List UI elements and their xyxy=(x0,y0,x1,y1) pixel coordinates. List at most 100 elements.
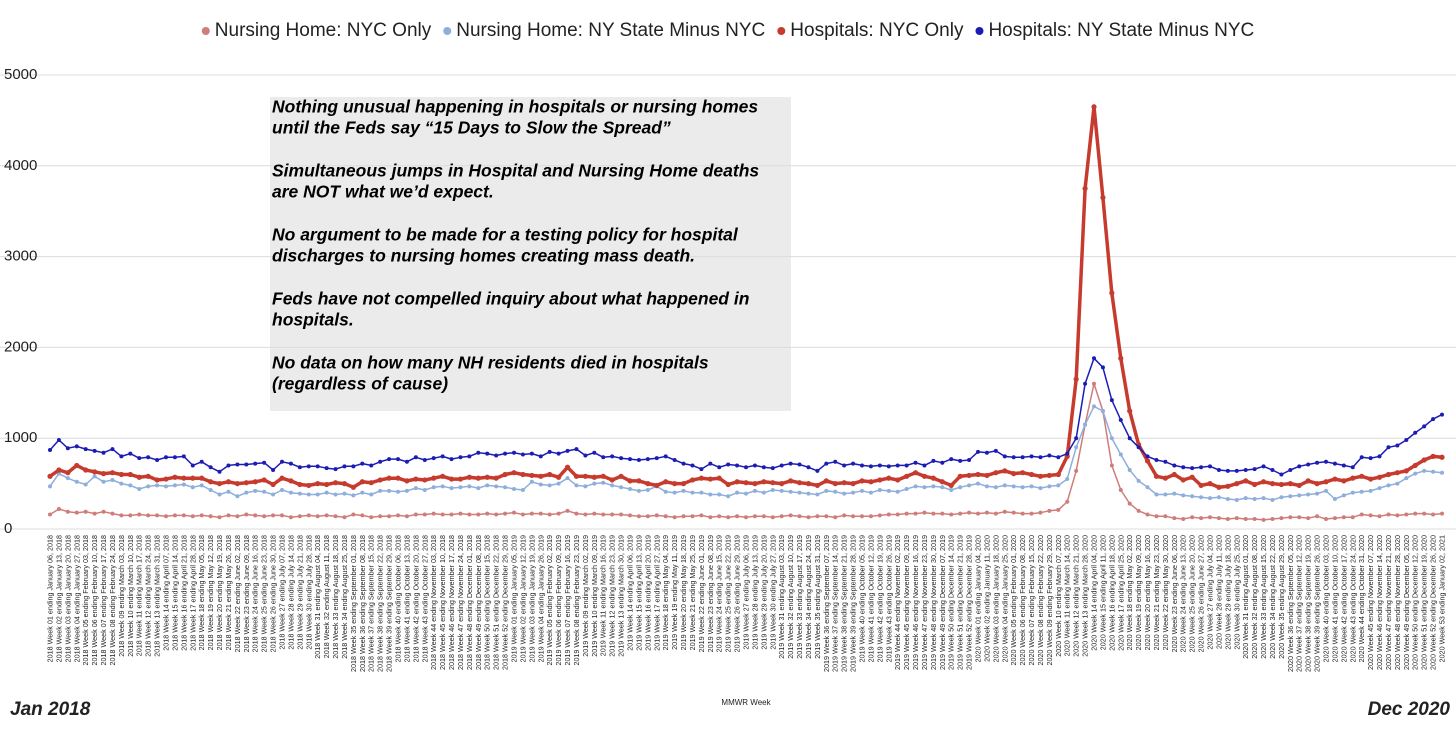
x-tick-label: 2018 Week 50 ending December 15, 2018 xyxy=(483,535,492,670)
data-point xyxy=(931,484,936,489)
data-point xyxy=(199,513,204,518)
data-point xyxy=(1332,516,1337,521)
data-point xyxy=(1109,398,1114,403)
data-point xyxy=(1315,460,1320,465)
data-point xyxy=(172,513,177,518)
data-point xyxy=(940,460,945,465)
data-point xyxy=(912,470,919,476)
data-point xyxy=(1315,491,1320,496)
data-point xyxy=(360,490,365,495)
data-point xyxy=(707,476,713,482)
annotation-box xyxy=(270,97,791,411)
data-point xyxy=(512,450,516,455)
data-point xyxy=(529,511,534,516)
x-tick-label: 2019 Week 49 ending December 07, 2019 xyxy=(938,535,947,670)
data-point xyxy=(476,486,481,491)
data-point xyxy=(109,470,116,476)
data-point xyxy=(1190,494,1195,499)
x-tick-label: 2019 Week 18 ending May 04, 2019 xyxy=(661,535,670,650)
data-point xyxy=(404,478,410,484)
data-point xyxy=(1163,492,1168,497)
data-point xyxy=(565,476,570,481)
data-point xyxy=(422,512,427,517)
data-point xyxy=(378,488,383,493)
data-point xyxy=(895,477,901,483)
data-point xyxy=(948,482,954,489)
data-point xyxy=(1198,482,1204,489)
data-point xyxy=(324,466,329,471)
x-tick-label: 2018 Week 34 ending August 25, 2018 xyxy=(340,535,349,659)
data-point xyxy=(494,484,499,489)
data-point xyxy=(368,480,374,486)
x-tick-label: 2019 Week 30 ending July 27, 2019 xyxy=(768,535,777,650)
data-point xyxy=(1153,473,1160,479)
data-point xyxy=(904,473,910,479)
data-point xyxy=(324,490,329,495)
data-point xyxy=(1109,290,1115,296)
x-tick-label: 2019 Week 32 ending August 10, 2019 xyxy=(786,535,795,659)
data-point xyxy=(467,454,472,459)
data-point xyxy=(1243,467,1248,472)
x-tick-label: 2020 Week 05 ending February 01, 2020 xyxy=(1009,535,1018,666)
x-tick-label: 2018 Week 25 ending June 23, 2018 xyxy=(260,535,269,652)
data-point xyxy=(1377,454,1382,459)
data-point xyxy=(369,463,374,468)
data-point xyxy=(922,510,927,515)
data-point xyxy=(1100,194,1106,201)
data-point xyxy=(1225,497,1230,502)
data-point xyxy=(1074,436,1079,441)
data-point xyxy=(244,512,249,517)
legend-marker xyxy=(777,27,786,35)
data-point xyxy=(922,485,927,490)
data-point xyxy=(698,475,704,481)
data-point xyxy=(83,467,89,473)
data-point xyxy=(1109,463,1114,468)
x-tick-label: 2018 Week 35 ending September 01, 2018 xyxy=(349,535,358,672)
data-point xyxy=(208,479,214,485)
data-point xyxy=(592,450,597,455)
data-point xyxy=(520,487,525,492)
data-point xyxy=(234,481,240,487)
data-point xyxy=(1162,475,1168,481)
data-point xyxy=(431,475,437,481)
data-point xyxy=(744,465,748,470)
data-point xyxy=(261,477,267,483)
x-tick-label: 2020 Week 24 ending June 13, 2020 xyxy=(1179,535,1188,652)
data-point xyxy=(610,483,615,488)
x-tick-label: 2018 Week 45 ending November 10, 2018 xyxy=(438,535,447,670)
data-point xyxy=(886,464,891,469)
data-point xyxy=(788,489,793,494)
x-tick-label: 2018 Week 24 ending June 16, 2018 xyxy=(251,535,260,652)
data-point xyxy=(1368,476,1374,482)
x-tick-label: 2020 Week 01 ending January 04, 2020 xyxy=(974,535,983,662)
data-point xyxy=(681,514,686,519)
data-point xyxy=(1046,472,1052,479)
x-tick-label: 2020 Week 36 ending September 05, 2020 xyxy=(1286,535,1295,672)
data-point xyxy=(842,463,847,468)
x-tick-label: 2019 Week 24 ending June 15, 2019 xyxy=(715,535,724,652)
data-point xyxy=(931,511,936,516)
x-tick-label: 2019 Week 29 ending July 20, 2019 xyxy=(759,535,768,650)
data-point xyxy=(315,514,320,519)
data-point xyxy=(886,512,891,517)
data-point xyxy=(904,463,909,468)
data-point xyxy=(690,514,695,519)
data-point xyxy=(404,459,409,464)
data-point xyxy=(1190,515,1195,520)
x-tick-label: 2018 Week 21 ending May 26, 2018 xyxy=(224,535,233,650)
data-point xyxy=(601,455,606,460)
data-point xyxy=(1403,468,1409,474)
data-point xyxy=(1440,511,1444,516)
annotation-line: until the Feds say “15 Days to Slow the … xyxy=(272,118,671,138)
data-point xyxy=(369,492,374,497)
x-tick-label: 2018 Week 07 ending February 17, 2018 xyxy=(99,535,108,666)
data-point xyxy=(645,514,650,519)
data-point xyxy=(591,474,597,480)
x-tick-label: 2020 Week 45 ending November 07, 2020 xyxy=(1366,535,1375,670)
data-point xyxy=(440,484,445,489)
data-point xyxy=(271,492,276,497)
annotation-line: Feds have not compelled inquiry about wh… xyxy=(272,289,749,309)
data-point xyxy=(457,476,464,482)
x-tick-label: 2019 Week 13 ending March 30, 2019 xyxy=(617,535,626,657)
data-point xyxy=(761,465,766,470)
